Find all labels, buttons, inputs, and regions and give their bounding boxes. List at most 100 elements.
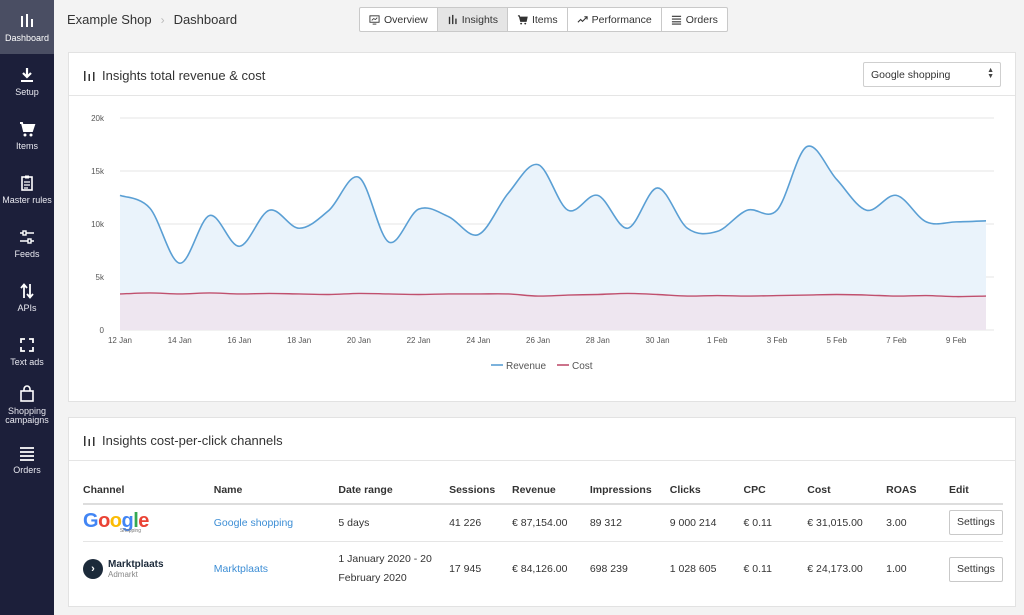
tab-label: Overview [384,13,428,26]
tab-performance[interactable]: Performance [568,8,662,31]
x-tick-label: 3 Feb [767,336,788,345]
sidebar-item-setup[interactable]: Setup [0,54,54,108]
channel-select-value: Google shopping [871,68,951,81]
cpc-cell: € 0.11 [743,563,772,576]
cpc-table: Channel Name Date range Sessions Revenue… [83,477,1003,597]
sidebar-item-label: Shopping campaigns [5,406,49,425]
list-icon [20,446,34,461]
col-name: Name [213,477,339,505]
x-tick-label: 16 Jan [227,336,251,345]
revenue-cell: € 84,126.00 [511,563,568,576]
google-logo-letter: o [109,509,122,532]
card-header: Insights total revenue & cost [83,68,265,83]
col-roas: ROAS [886,477,949,505]
channel-name-link[interactable]: Google shopping [213,504,339,542]
overview-icon [369,15,380,25]
tab-orders[interactable]: Orders [662,8,727,31]
sessions-cell: 17 945 [449,563,482,576]
sidebar-item-master-rules[interactable]: Master rules [0,162,54,216]
bar-chart-icon [84,71,95,81]
sidebar-item-shopping-campaigns[interactable]: Shopping campaigns [0,378,54,432]
tab-label: Performance [591,13,652,26]
sidebar-item-text-ads[interactable]: Text ads [0,324,54,378]
sidebar-item-orders[interactable]: Orders [0,432,54,486]
x-tick-label: 24 Jan [466,336,490,345]
roas-cell: 3.00 [886,504,949,542]
impressions-cell: 89 312 [589,504,670,542]
bar-chart-icon [21,13,33,27]
table-header-row: Channel Name Date range Sessions Revenue… [83,477,1003,505]
sidebar-item-label: Orders [13,464,41,475]
sidebar-item-dashboard[interactable]: Dashboard [0,0,54,54]
google-logo-letter: g [121,509,134,532]
divider [69,460,1015,461]
table-row: Google Shopping Google shopping 5 days 4… [83,504,1003,542]
revenue-cell: € 87,154.00 [511,504,590,542]
breadcrumb-shop[interactable]: Example Shop [67,12,152,27]
sidebar-item-apis[interactable]: APIs [0,270,54,324]
marktplaats-logo-sub: Admarkt [108,570,138,580]
tab-items[interactable]: Items [508,8,568,31]
date-range-cell: 1 January 2020 - 20 February 2020 [338,553,432,585]
arrows-vertical-icon [20,282,34,299]
x-tick-label: 18 Jan [287,336,311,345]
clicks-cell: 9 000 214 [669,504,744,542]
impressions-cell: 698 239 [589,563,628,576]
channel-select[interactable]: Google shopping ▲ ▼ [863,62,1001,87]
x-tick-label: 1 Feb [707,336,728,345]
col-edit: Edit [948,477,1003,505]
list-icon [671,15,681,25]
select-arrows-icon: ▲ ▼ [987,67,994,80]
x-tick-label: 5 Feb [826,336,847,345]
bar-chart-icon [448,14,457,25]
cpc-channels-card: Insights cost-per-click channels Channel… [68,417,1016,607]
roas-cell: 1.00 [886,563,907,576]
card-title: Insights total revenue & cost [102,68,266,83]
clipboard-icon [21,175,33,191]
x-tick-label: 7 Feb [886,336,907,345]
cpc-cell: € 0.11 [743,504,808,542]
google-logo-letter: l [133,509,139,532]
marktplaats-logo-text: Marktplaats [108,559,164,571]
tab-overview[interactable]: Overview [360,8,438,31]
edit-cell: Settings [948,541,1003,597]
col-impressions: Impressions [589,477,670,505]
revenue-cost-chart: 0 5k 10k 15k 20k 12 Jan 14 Jan 16 Jan 18 Jan 20 J… [91,114,994,372]
sidebar-item-feeds[interactable]: Feeds [0,216,54,270]
settings-button[interactable]: Settings [948,556,1003,582]
y-tick-label: 15k [91,167,105,176]
trend-icon [577,16,588,23]
channel-name-link[interactable]: Marktplaats [213,563,269,576]
y-tick-label: 20k [91,114,105,123]
google-logo: Google Shopping [83,509,214,534]
settings-button[interactable]: Settings [948,510,1003,536]
sidebar-item-label: Master rules [2,194,52,205]
col-date-range: Date range [338,477,450,505]
cost-line [119,292,987,298]
tab-insights[interactable]: Insights [437,8,508,31]
bar-chart-icon [84,436,95,446]
tab-label: Orders [685,13,718,26]
sidebar-item-items[interactable]: Items [0,108,54,162]
revenue-legend-label: Revenue [506,361,546,372]
bag-icon [20,385,34,402]
x-tick-label: 28 Jan [586,336,610,345]
clicks-cell: 1 028 605 [669,563,717,576]
tab-label: Items [531,13,558,26]
google-logo-letter: e [138,509,149,532]
sessions-cell: 41 226 [449,504,512,542]
x-tick-label: 14 Jan [168,336,192,345]
tab-bar: Overview Insights Items Performance Orde… [359,7,728,32]
revenue-line [119,145,987,265]
x-tick-label: 12 Jan [108,336,132,345]
marktplaats-logo: › Marktplaats Admarkt [83,559,214,580]
chevron-right-icon: › [160,12,165,27]
sidebar: Dashboard Setup Items Master rules Feeds… [0,0,54,615]
google-logo-letter: G [83,509,99,532]
google-logo-sub: Shopping [119,527,141,534]
x-tick-label: 26 Jan [526,336,550,345]
google-logo-letter: o [98,509,110,532]
sidebar-item-label: Dashboard [4,32,50,43]
channel-cell: Google Shopping [83,504,214,542]
x-tick-label: 20 Jan [347,336,371,345]
